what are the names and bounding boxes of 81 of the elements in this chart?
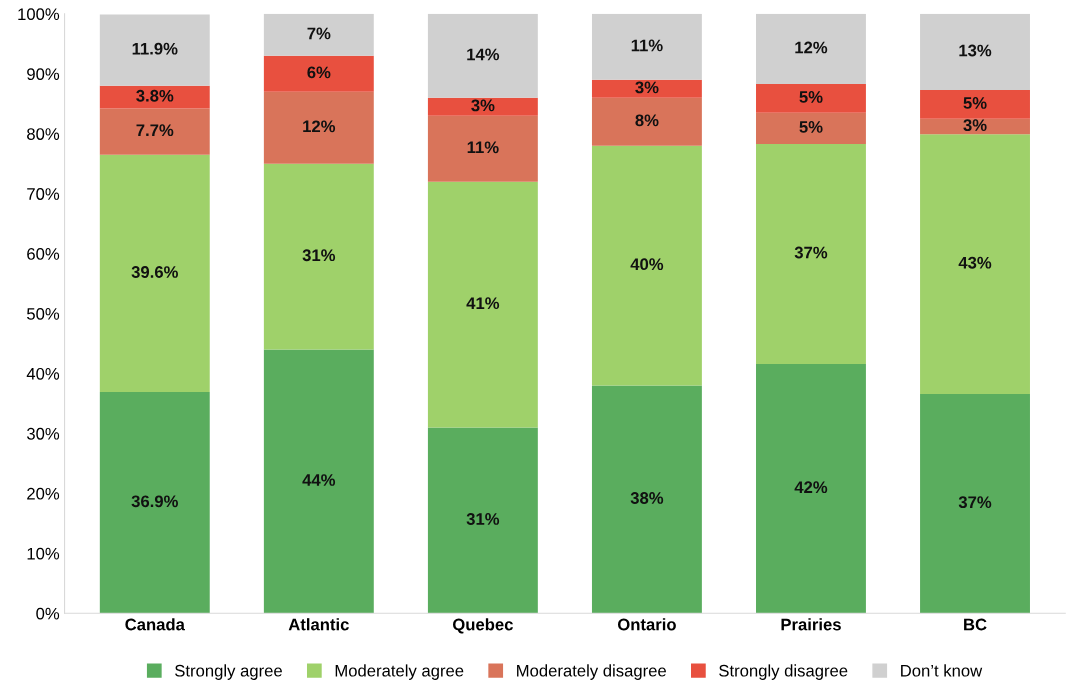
- legend-label: Strongly disagree: [719, 664, 848, 680]
- bar: [427, 427, 538, 614]
- y-tick-label: 40%: [26, 367, 60, 380]
- bar: [263, 55, 374, 92]
- x-tick-label: Ontario: [617, 618, 676, 631]
- bar: [263, 163, 374, 350]
- legend-label: Don’t know: [901, 664, 983, 677]
- bar: [427, 13, 538, 98]
- x-tick-label: Prairies: [781, 618, 841, 631]
- data-label: 42%: [794, 481, 828, 494]
- data-label: 11.9%: [132, 42, 178, 55]
- legend-label: Strongly agree: [175, 664, 282, 680]
- data-label: 37%: [958, 496, 992, 509]
- data-label: 5%: [799, 121, 823, 133]
- bar: [591, 145, 702, 386]
- data-label: 13%: [959, 44, 992, 57]
- y-tick-label: 80%: [27, 128, 60, 140]
- data-label: 31%: [302, 249, 336, 262]
- bar: [756, 13, 866, 84]
- data-label: 12%: [795, 41, 828, 54]
- bar: [920, 134, 1030, 394]
- bar: [427, 181, 538, 428]
- data-label: 3%: [635, 81, 659, 94]
- bar: [591, 13, 702, 80]
- y-tick-label: 20%: [27, 487, 60, 500]
- data-label: 12%: [303, 120, 336, 133]
- bar: [99, 14, 210, 86]
- bar: [756, 112, 866, 144]
- bar: [920, 393, 1030, 614]
- bar: [591, 79, 702, 98]
- data-label: 3%: [963, 119, 987, 132]
- bar: [920, 89, 1030, 119]
- y-tick-label: 70%: [27, 188, 60, 200]
- data-label: 43%: [958, 256, 992, 269]
- bar: [920, 13, 1030, 90]
- bar: [99, 154, 210, 393]
- data-label: 44%: [302, 474, 336, 486]
- data-label: 11%: [631, 39, 663, 52]
- y-tick-label: 50%: [27, 307, 60, 320]
- bar: [263, 349, 374, 614]
- y-tick-label: 10%: [27, 547, 60, 560]
- data-label: 7.7%: [136, 124, 174, 137]
- y-tick-label: 30%: [26, 427, 60, 440]
- data-label: 41%: [466, 297, 500, 310]
- bar: [263, 91, 374, 164]
- bar: [756, 84, 866, 113]
- y-tick-label: 90%: [27, 68, 60, 81]
- data-label: 5%: [963, 97, 987, 109]
- x-tick-label: Canada: [125, 618, 185, 631]
- bar: [756, 363, 866, 614]
- data-label: 37%: [794, 246, 828, 259]
- data-label: 6%: [307, 66, 331, 79]
- x-tick-label: Atlantic: [288, 618, 349, 631]
- data-label: 3.8%: [136, 89, 174, 102]
- x-tick-label: BC: [964, 618, 987, 631]
- legend-label: Moderately disagree: [517, 664, 666, 680]
- bar: [263, 13, 374, 56]
- data-label: 7%: [307, 27, 331, 40]
- y-tick-label: 0%: [36, 607, 60, 620]
- bar: [99, 85, 210, 109]
- bar: [756, 143, 866, 364]
- data-label: 31%: [466, 513, 500, 525]
- data-label: 5%: [799, 91, 823, 103]
- bar: [99, 392, 210, 614]
- data-label: 40%: [630, 258, 664, 271]
- data-label: 39.6%: [131, 266, 178, 278]
- legend-label: Moderately agree: [335, 664, 464, 680]
- data-label: 8%: [635, 114, 659, 127]
- bar: [99, 108, 210, 155]
- y-tick-label: 60%: [27, 248, 60, 260]
- bar: [427, 97, 538, 116]
- data-label: 38%: [630, 492, 664, 504]
- bar: [591, 385, 702, 614]
- bar: [591, 97, 702, 146]
- x-tick-label: Quebec: [453, 618, 513, 634]
- data-label: 36.9%: [131, 495, 178, 508]
- data-label: 3%: [471, 99, 495, 112]
- y-tick-label: 100%: [18, 8, 60, 21]
- data-label: 14%: [467, 48, 500, 61]
- bar: [427, 115, 538, 182]
- data-label: 11%: [467, 141, 499, 154]
